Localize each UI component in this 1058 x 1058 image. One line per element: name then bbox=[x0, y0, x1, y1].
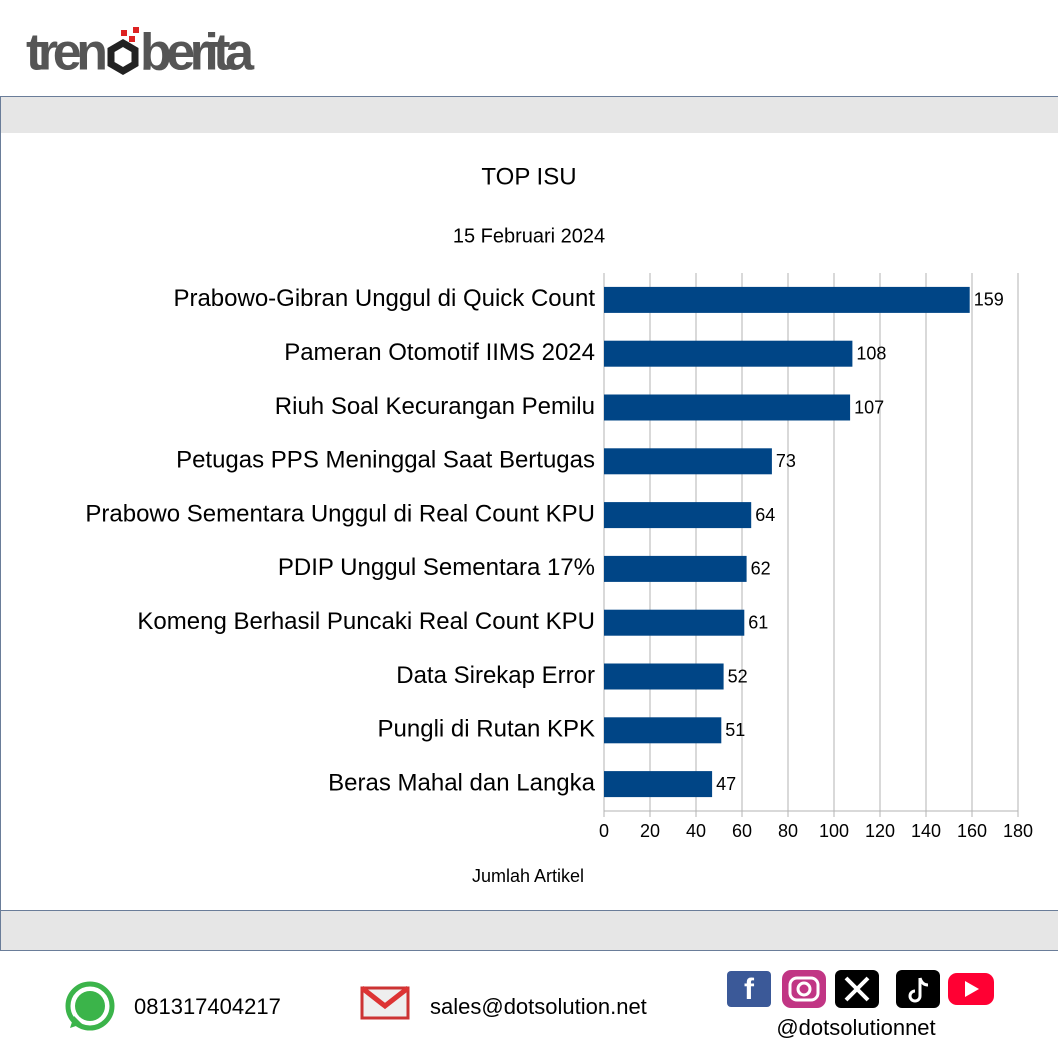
bar bbox=[604, 555, 747, 582]
y-tick-label: PDIP Unggul Sementara 17% bbox=[278, 554, 595, 581]
bar bbox=[604, 502, 752, 529]
value-label: 61 bbox=[748, 612, 768, 632]
logo-right: berita bbox=[140, 24, 255, 82]
chart-title: TOP ISU bbox=[481, 163, 576, 190]
bar bbox=[604, 340, 853, 367]
whatsapp-icon bbox=[65, 981, 115, 1031]
y-tick-label: Riuh Soal Kecurangan Pemilu bbox=[275, 393, 595, 420]
y-tick-label: Prabowo-Gibran Unggul di Quick Count bbox=[173, 285, 595, 312]
social-handle: @dotsolutionnet bbox=[776, 1015, 935, 1040]
x-tick-label: 180 bbox=[1003, 821, 1033, 841]
phone: 081317404217 bbox=[134, 994, 281, 1019]
top-band bbox=[1, 97, 1058, 133]
bar bbox=[604, 663, 724, 690]
svg-text:f: f bbox=[744, 973, 755, 1006]
bar bbox=[604, 717, 722, 744]
x-tick-label: 60 bbox=[732, 821, 752, 841]
x-tick-label: 140 bbox=[911, 821, 941, 841]
mail-icon bbox=[360, 986, 410, 1020]
y-tick-label: Data Sirekap Error bbox=[396, 662, 595, 689]
email: sales@dotsolution.net bbox=[430, 994, 647, 1019]
social-icons: f bbox=[727, 970, 994, 1008]
y-tick-label: Petugas PPS Meninggal Saat Bertugas bbox=[176, 447, 595, 474]
logo-icon bbox=[107, 27, 139, 76]
bar bbox=[604, 286, 970, 313]
logo-left: tren bbox=[26, 24, 108, 82]
y-tick-label: Beras Mahal dan Langka bbox=[328, 769, 596, 796]
x-tick-label: 120 bbox=[865, 821, 895, 841]
chart-subtitle: 15 Februari 2024 bbox=[453, 225, 605, 247]
value-label: 51 bbox=[725, 720, 745, 740]
bar bbox=[604, 771, 713, 798]
value-label: 108 bbox=[856, 343, 886, 363]
x-tick-label: 20 bbox=[640, 821, 660, 841]
x-tick-label: 0 bbox=[599, 821, 609, 841]
bar bbox=[604, 448, 772, 475]
value-label: 62 bbox=[751, 559, 771, 579]
value-label: 52 bbox=[728, 666, 748, 686]
bar bbox=[604, 394, 851, 421]
value-label: 107 bbox=[854, 397, 884, 417]
bar bbox=[604, 609, 745, 636]
x-axis-label: Jumlah Artikel bbox=[472, 866, 584, 886]
y-tick-label: Komeng Berhasil Puncaki Real Count KPU bbox=[137, 608, 595, 635]
value-label: 159 bbox=[974, 290, 1004, 310]
plot: 0 20 40 60 80 100 120 140 160 180 Prabowo-Gibran U… bbox=[85, 273, 1033, 841]
y-tick-label: Pungli di Rutan KPK bbox=[378, 716, 595, 743]
value-label: 64 bbox=[755, 505, 775, 525]
x-tick-label: 160 bbox=[957, 821, 987, 841]
y-tick-label: Prabowo Sementara Unggul di Real Count K… bbox=[85, 500, 595, 527]
x-tick-label: 80 bbox=[778, 821, 798, 841]
value-label: 73 bbox=[776, 451, 796, 471]
x-tick-label: 100 bbox=[819, 821, 849, 841]
x-tick-label: 40 bbox=[686, 821, 706, 841]
frame bbox=[0, 96, 1058, 951]
bottom-band bbox=[1, 911, 1058, 950]
value-label: 47 bbox=[716, 774, 736, 794]
y-tick-label: Pameran Otomotif IIMS 2024 bbox=[284, 339, 595, 366]
